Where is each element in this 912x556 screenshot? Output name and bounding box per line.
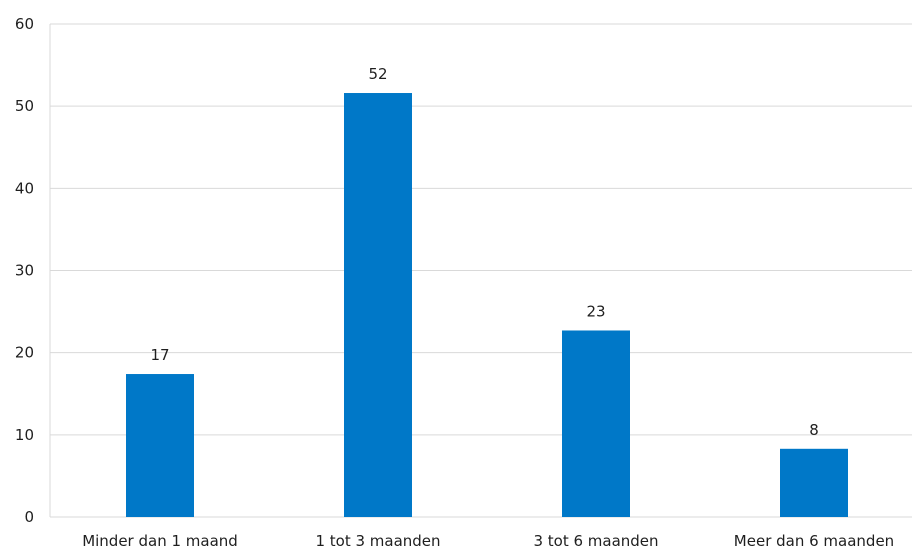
- y-tick-label: 20: [15, 344, 34, 362]
- y-tick-label: 40: [15, 179, 34, 197]
- data-label: 23: [586, 302, 605, 320]
- x-axis: Minder dan 1 maand 1 tot 3 maanden 3 tot 6…: [82, 532, 894, 550]
- data-label: 8: [809, 421, 819, 439]
- data-label: 52: [368, 65, 387, 83]
- x-tick-label: 3 tot 6 maanden: [533, 532, 658, 550]
- y-tick-label: 50: [15, 97, 34, 115]
- x-tick-label: Meer dan 6 maanden: [734, 532, 894, 550]
- y-tick-label: 10: [15, 426, 34, 444]
- y-tick-label: 30: [15, 262, 34, 280]
- data-labels: 17 52 23 8: [150, 65, 818, 439]
- bar: [780, 448, 848, 517]
- bar: [126, 374, 194, 517]
- y-axis: 0 10 20 30 40 50 60: [15, 15, 51, 526]
- bar: [344, 93, 412, 518]
- bar: [562, 330, 630, 517]
- y-tick-label: 60: [15, 15, 34, 33]
- data-label: 17: [150, 346, 169, 364]
- x-tick-label: 1 tot 3 maanden: [315, 532, 440, 550]
- x-tick-label: Minder dan 1 maand: [82, 532, 238, 550]
- y-tick-label: 0: [24, 508, 34, 526]
- bars: [126, 93, 848, 518]
